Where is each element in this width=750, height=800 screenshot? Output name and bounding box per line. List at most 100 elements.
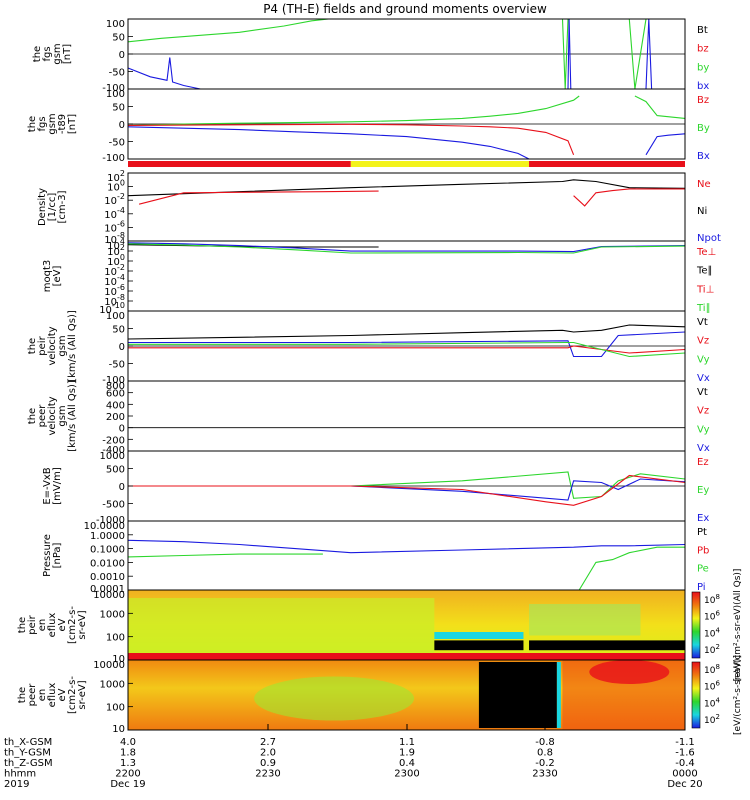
ylabel-line: [nT] [67, 114, 78, 134]
ytick-label: 50 [112, 325, 125, 336]
ytick-label: -50 [109, 138, 125, 149]
series-line-Vt [127, 324, 686, 340]
series-line-Ti [127, 242, 686, 253]
legend: Ne Ni Npot [697, 179, 721, 244]
legend-entry: Te∥ [696, 266, 713, 277]
ylabel-line: the [17, 687, 28, 703]
ylabel-line: [1/cc] [47, 193, 58, 222]
colorbar-scale [691, 661, 701, 729]
ylabel-line: sr-eV] [77, 610, 88, 639]
ylabel-line: E=-VxB [42, 467, 53, 504]
series-line-Vy [128, 341, 686, 358]
legend: Te⊥ Te∥ Ti⊥ Ti∥ [696, 247, 716, 314]
colorbar-tick-label: 102 [704, 643, 720, 656]
legend-entry: bx [697, 81, 709, 92]
ylabel-line: peir [27, 614, 38, 634]
legend-entry: Ey [697, 485, 709, 496]
figure-title: P4 (TH-E) fields and ground moments over… [263, 2, 547, 16]
legend-entry: Vt [697, 387, 708, 398]
ylabel-line: peer [27, 683, 38, 707]
ylabel-line: velocity [47, 326, 58, 365]
legend: Bt bz by bx [697, 25, 709, 92]
ylabel-line: [mV/m] [52, 467, 63, 505]
footer-value: Dec 19 [110, 779, 145, 790]
footer-value: -1.1 [675, 737, 695, 748]
footer-value: Dec 20 [667, 779, 702, 790]
footer-row-label: hhmm [4, 769, 36, 780]
ytick-label: 0 [119, 424, 125, 435]
ylabel-line: eflux [47, 613, 58, 638]
footer-value: 0.8 [537, 748, 553, 759]
series-line-Vx [128, 331, 686, 358]
colorbar-tick-label: 102 [704, 713, 720, 726]
ylabel-line: fgs [42, 46, 53, 61]
ytick-label: 100 [106, 311, 125, 322]
footer-row-label: th_Y-GSM [4, 748, 51, 759]
footer-value: 2.0 [260, 748, 276, 759]
ytick-label: 500 [106, 465, 125, 476]
ytick-label: 800 [106, 381, 125, 392]
ytick-label: 0.0010 [90, 572, 125, 583]
legend: Pt Pb Pe Pi [697, 527, 709, 593]
colorbar-tick-label: 104 [704, 626, 720, 639]
panel-6: 1000 500 0 -500 -1000 E=-VxB [mV/m] Ez Ey Ex [42, 450, 709, 526]
series-line-Ne [138, 190, 379, 205]
ytick-label: -50 [109, 360, 125, 371]
legend-entry: by [697, 62, 709, 73]
legend: Bz By Bx [697, 95, 710, 162]
legend-entry: Bx [697, 151, 710, 162]
panel-8: 108 106 104 102 [eV/(cm²-s-sr-eV)(All Qs)] 10… [17, 569, 743, 682]
legend-entry: Te⊥ [696, 247, 716, 258]
ylabel-line: en [37, 619, 48, 632]
heatmap-region [254, 676, 415, 721]
ytick-label: -400 [102, 445, 125, 456]
status-segment-red [128, 161, 351, 167]
ylabel-line: peer [37, 404, 48, 428]
footer-value: 2230 [255, 769, 280, 780]
ylabel-line: moqt3 [42, 260, 53, 293]
legend-entry: Vt [697, 317, 708, 328]
series-line-By [127, 95, 580, 126]
heatmap-region [128, 653, 685, 660]
colorbar-label: [eV/(cm²-s-sr-eV)] [733, 655, 743, 735]
ytick-label: 10.0000 [84, 521, 125, 532]
ytick-label: 0.0100 [90, 558, 125, 569]
footer-value: 1.9 [399, 748, 415, 759]
ylabel-line: gsm [47, 113, 58, 134]
legend-entry: Bt [697, 25, 708, 36]
legend-entry: Ex [697, 513, 709, 524]
legend-entry: Vz [697, 406, 709, 417]
ytick-label: 0 [119, 482, 125, 493]
panel-frame [127, 520, 686, 591]
legend-entry: Pi [697, 582, 706, 593]
footer-value: 1.8 [120, 748, 136, 759]
ylabel-line: fgs [37, 116, 48, 131]
ylabel-line: [cm2-s- [67, 676, 78, 714]
footer-value: 0.9 [260, 758, 276, 769]
footer-value: 0000 [672, 769, 697, 780]
ytick-label: -50 [109, 68, 125, 79]
footer-value: -1.6 [675, 748, 695, 759]
ytick-label: 10 [112, 724, 125, 735]
legend-entry: Ti∥ [696, 303, 711, 314]
ylabel-line: -t89 [57, 114, 68, 134]
ytick-label: 10 [112, 654, 125, 665]
ylabel-line: peir [37, 335, 48, 355]
ytick-label: 1000 [100, 609, 125, 620]
ylabel-line: the [32, 46, 43, 62]
colorbar-tick-label: 108 [704, 663, 720, 676]
footer-value: 2200 [115, 769, 140, 780]
ylabel-line: Density [37, 188, 48, 226]
ylabel-line: [cm2-s- [67, 606, 78, 644]
heatmap-region [529, 640, 685, 651]
legend-entry: Npot [697, 233, 721, 244]
footer-value: -0.2 [535, 758, 555, 769]
ylabel-line: [km/s (All Qs)] [67, 310, 78, 382]
series-line-Bx [645, 133, 686, 156]
ytick-label: -200 [102, 435, 125, 446]
ytick-label: 100 [106, 703, 125, 714]
legend-entry: Vx [697, 443, 710, 454]
ytick-label: 1000 [100, 451, 125, 462]
